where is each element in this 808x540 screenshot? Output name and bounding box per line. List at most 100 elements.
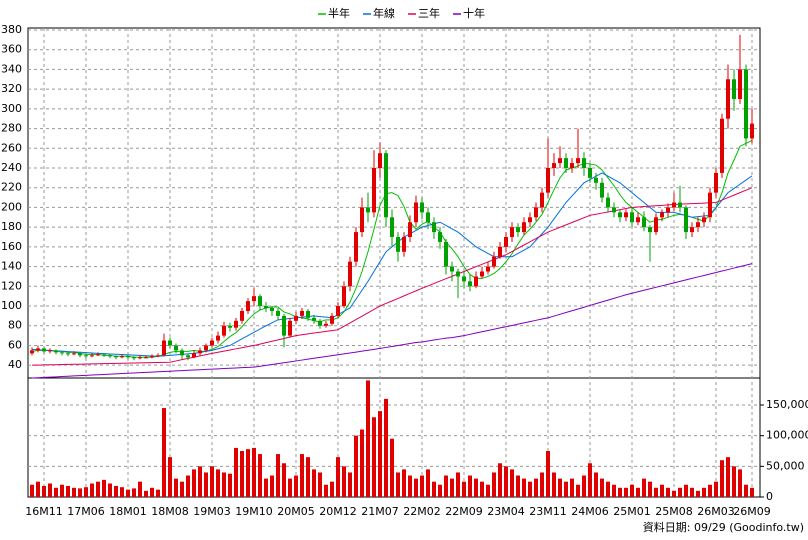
volume-bar [414,478,418,497]
volume-bar [570,478,574,497]
y2-tick-label: 0 [766,490,773,503]
candle-body [240,310,244,321]
candle-body [528,217,532,223]
candle-body [216,335,220,341]
volume-bar [258,454,262,497]
x-tick-label: 26M09 [733,505,771,518]
y-tick-label: 40 [8,358,22,371]
x-tick-label: 24M06 [571,505,609,518]
candle-body [732,79,736,99]
ma-line [31,139,753,358]
candle-body [90,355,94,357]
candle-body [342,286,346,307]
y-tick-label: 300 [1,102,22,115]
volume-bar [468,475,472,497]
volume-bar [624,487,628,497]
volume-bar [30,484,34,497]
candle-body [384,153,388,218]
volume-bar [168,457,172,497]
candle-body [348,261,352,287]
volume-bar [444,475,448,497]
volume-bar [90,483,94,497]
volume-bar [660,484,664,497]
volume-bar [162,408,166,497]
y-tick-label: 60 [8,338,22,351]
volume-bar [342,466,346,497]
candle-body [288,320,292,336]
ma-line [31,172,753,357]
volume-bar [270,475,274,497]
candle-body [456,271,460,277]
candle-body [168,340,172,346]
candle-body [660,212,664,218]
candle-body [582,158,586,168]
y-tick-label: 160 [1,240,22,253]
volume-bar [408,475,412,497]
candle-body [432,222,436,233]
candle-body [576,158,580,164]
volume-bar [306,457,310,497]
volume-bar [216,469,220,497]
candle-body [504,237,508,247]
volume-bar [630,484,634,497]
candle-body [198,350,202,354]
volume-bar [108,483,112,497]
x-tick-label: 17M06 [67,505,105,518]
volume-bar [402,469,406,497]
candle-body [402,237,406,252]
footer: 資料日期: 09/29 (Goodinfo.tw) [643,520,804,534]
x-tick-label: 16M11 [25,505,63,518]
candle-body [30,350,34,354]
candle-body [588,168,592,178]
candle-body [522,222,526,233]
x-tick-label: 22M09 [445,505,483,518]
volume-bar [222,472,226,497]
candle-body [540,192,544,208]
volume-bar [66,485,70,497]
candle-body [258,296,262,307]
y2-tick-label: 50,000 [766,459,805,472]
volume-bar [246,449,250,497]
volume-bar [540,472,544,497]
x-tick-label: 25M08 [655,505,693,518]
volume-bar [654,487,658,497]
volume-bar [516,475,520,497]
candle-body [318,320,322,326]
volume-bar [180,481,184,497]
candle-body [138,357,142,359]
candle-body [396,237,400,252]
volume-bar [456,472,460,497]
candle-body [654,217,658,233]
candle-body [684,207,688,233]
x-tick-label: 21M07 [361,505,399,518]
volume-bar [726,457,730,497]
candle-body [60,352,64,354]
candle-body [186,355,190,358]
candle-body [534,207,538,218]
volume-bar [102,479,106,497]
candle-body [606,197,610,208]
volume-bar [48,483,52,497]
volume-bar [186,475,190,497]
candle-body [78,353,82,356]
volume-bar [198,466,202,497]
x-tick-label: 20M05 [277,505,315,518]
volume-bar [312,469,316,497]
x-tick-label: 19M10 [235,505,273,518]
candle-body [234,320,238,328]
volume-bar [228,473,232,497]
candle-body [678,202,682,208]
candle-body [630,212,634,223]
candle-body [426,212,430,223]
candle-body [492,256,496,267]
candle-body [594,177,598,183]
volume-bar [732,466,736,497]
x-tick-label: 25M01 [613,505,651,518]
candle-body [444,241,448,267]
volume-bar [366,380,370,497]
candle-body [66,353,70,355]
volume-bar [528,481,532,497]
candle-body [462,276,466,282]
volume-bar [282,463,286,497]
